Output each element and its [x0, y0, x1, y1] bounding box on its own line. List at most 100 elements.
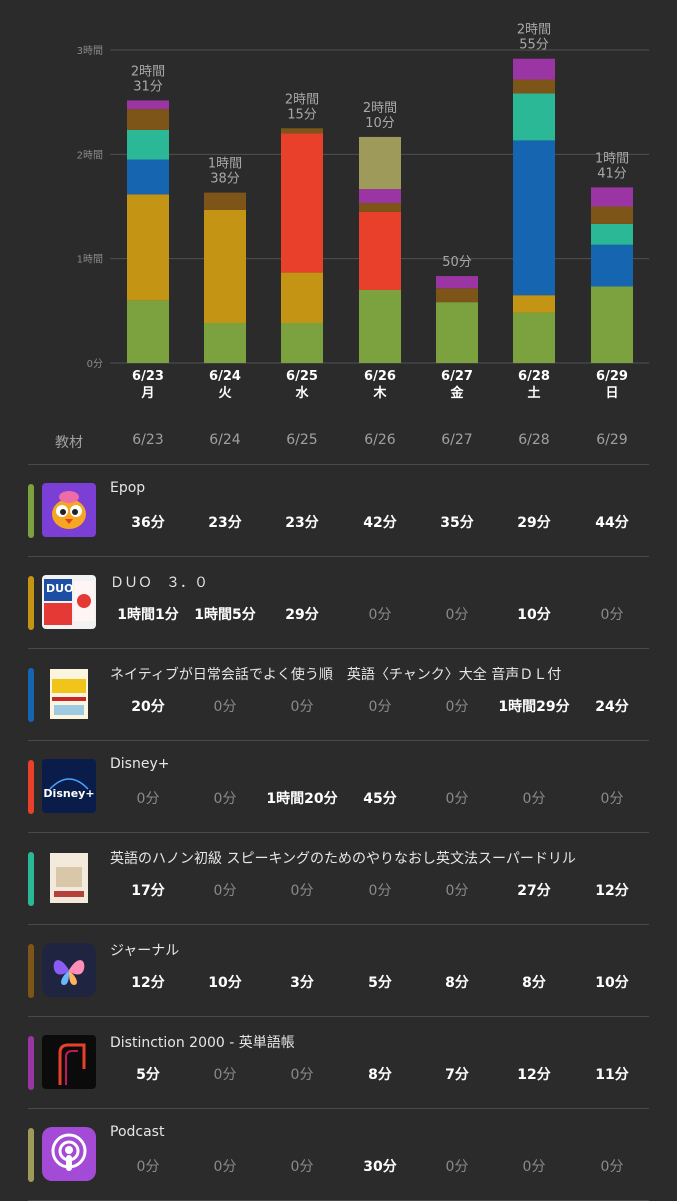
bar-segment: [591, 286, 633, 363]
day-duration: 0分: [600, 1159, 624, 1175]
day-duration: 10分: [595, 975, 629, 991]
table-header-label: 教材: [55, 435, 83, 451]
divider: [28, 1016, 649, 1017]
table-header-date: 6/26: [364, 432, 396, 448]
chunk-book-cover: [42, 667, 96, 721]
series-color-marker: [28, 760, 34, 814]
material-row[interactable]: ジャーナル 12分 10分 3分 5分 8分 8分 10分: [0, 924, 677, 1016]
series-color-marker: [28, 668, 34, 722]
day-duration: 12分: [131, 975, 165, 991]
material-row[interactable]: 英語のハノン初級 スピーキングのためのやりなおし英文法スーパードリル 17分 0分 0…: [0, 832, 677, 924]
x-tick-weekday: 水: [295, 385, 309, 401]
table-header-date: 6/24: [209, 432, 241, 448]
day-duration: 29分: [517, 515, 551, 531]
divider: [28, 556, 649, 557]
day-duration: 0分: [445, 883, 469, 899]
material-row[interactable]: Distinction 2000 - 英単語帳 5分 0分 0分 8分 7分 12分 11分: [0, 1016, 677, 1108]
table-header-date: 6/29: [596, 432, 628, 448]
bar-segment: [513, 58, 555, 80]
divider: [28, 648, 649, 649]
material-title: ＤＵＯ ３．０: [110, 575, 208, 591]
x-tick-weekday: 土: [527, 385, 540, 401]
material-row[interactable]: ネイティブが日常会話でよく使う順 英語〈チャンク〉大全 音声ＤＬ付 20分 0分 0分…: [0, 648, 677, 740]
day-duration: 0分: [600, 791, 624, 807]
material-title: ネイティブが日常会話でよく使う順 英語〈チャンク〉大全 音声ＤＬ付: [110, 667, 562, 683]
material-title: 英語のハノン初級 スピーキングのためのやりなおし英文法スーパードリル: [110, 851, 576, 867]
bar-segment: [204, 209, 246, 324]
bar-segment: [204, 323, 246, 363]
material-row[interactable]: Disney+ Disney+ 0分 0分 1時間20分 45分 0分 0分 0分: [0, 740, 677, 832]
bar-total-label: 1時間: [208, 157, 242, 172]
bar-segment: [436, 276, 478, 289]
day-duration: 0分: [290, 699, 314, 715]
day-duration: 7分: [445, 1067, 469, 1083]
material-row[interactable]: Podcast 0分 0分 0分 30分 0分 0分 0分: [0, 1108, 677, 1200]
day-duration: 1時間20分: [266, 791, 338, 807]
x-tick-weekday: 金: [449, 385, 464, 401]
x-tick-weekday: 日: [605, 386, 618, 401]
material-row[interactable]: DUO ＤＵＯ ３．０ 1時間1分 1時間5分 29分 0分 0分 10分 0分: [0, 556, 677, 648]
epop-bird-icon: [42, 483, 96, 537]
bar-total-label: 2時間: [363, 101, 397, 116]
day-duration: 1時間29分: [498, 699, 570, 715]
y-tick-label: 1時間: [77, 254, 103, 266]
x-tick-date: 6/24: [209, 369, 241, 384]
bar-segment: [281, 128, 323, 134]
day-duration: 0分: [368, 699, 392, 715]
day-duration: 0分: [445, 1159, 469, 1175]
material-title: Podcast: [110, 1124, 165, 1140]
day-duration: 0分: [290, 1159, 314, 1175]
day-duration: 30分: [363, 1159, 397, 1175]
divider: [28, 740, 649, 741]
day-duration: 0分: [445, 791, 469, 807]
day-duration: 0分: [213, 1159, 237, 1175]
day-duration: 29分: [285, 607, 319, 623]
day-duration: 3分: [290, 975, 314, 991]
x-tick-date: 6/23: [132, 369, 164, 384]
bar-segment: [281, 272, 323, 324]
day-duration: 45分: [363, 791, 397, 807]
day-duration: 0分: [522, 1159, 546, 1175]
day-duration: 0分: [600, 607, 624, 623]
divider: [28, 1108, 649, 1109]
day-duration: 1時間1分: [117, 607, 179, 623]
bar-total-label: 2時間: [517, 23, 551, 38]
x-tick-date: 6/29: [596, 369, 628, 384]
bar-segment: [359, 211, 401, 290]
material-title: Distinction 2000 - 英単語帳: [110, 1035, 295, 1051]
day-duration: 5分: [368, 975, 392, 991]
bar-segment: [359, 203, 401, 212]
divider: [28, 464, 649, 465]
x-tick-date: 6/27: [441, 369, 473, 384]
material-title: ジャーナル: [110, 943, 180, 959]
day-duration: 44分: [595, 515, 629, 531]
bar-segment: [359, 189, 401, 204]
day-duration: 0分: [290, 1067, 314, 1083]
bar-segment: [359, 136, 401, 190]
table-header-date: 6/25: [286, 432, 318, 448]
day-duration: 0分: [522, 791, 546, 807]
x-tick-date: 6/25: [286, 369, 318, 384]
disney-plus-icon: Disney+: [42, 759, 96, 813]
y-tick-label: 2時間: [77, 149, 103, 161]
bar-segment: [359, 289, 401, 363]
day-duration: 23分: [208, 515, 242, 531]
y-tick-label: 0分: [87, 358, 103, 370]
bar-segment: [281, 323, 323, 363]
journal-butterfly-icon: [42, 943, 96, 997]
day-duration: 27分: [517, 883, 551, 899]
day-duration: 12分: [595, 883, 629, 899]
day-duration: 23分: [285, 515, 319, 531]
divider: [28, 832, 649, 833]
hanon-book-cover: [42, 851, 96, 905]
x-tick-date: 6/28: [518, 369, 550, 384]
bar-segment: [127, 129, 169, 160]
material-title: Disney+: [110, 756, 170, 772]
bar-total-label: 55分: [519, 38, 549, 53]
day-duration: 10分: [517, 607, 551, 623]
material-title: Epop: [110, 480, 146, 496]
bar-total-label: 2時間: [131, 64, 165, 79]
bar-segment: [591, 223, 633, 245]
bar-segment: [591, 244, 633, 287]
material-row[interactable]: Epop 36分 23分 23分 42分 35分 29分 44分: [0, 464, 677, 556]
